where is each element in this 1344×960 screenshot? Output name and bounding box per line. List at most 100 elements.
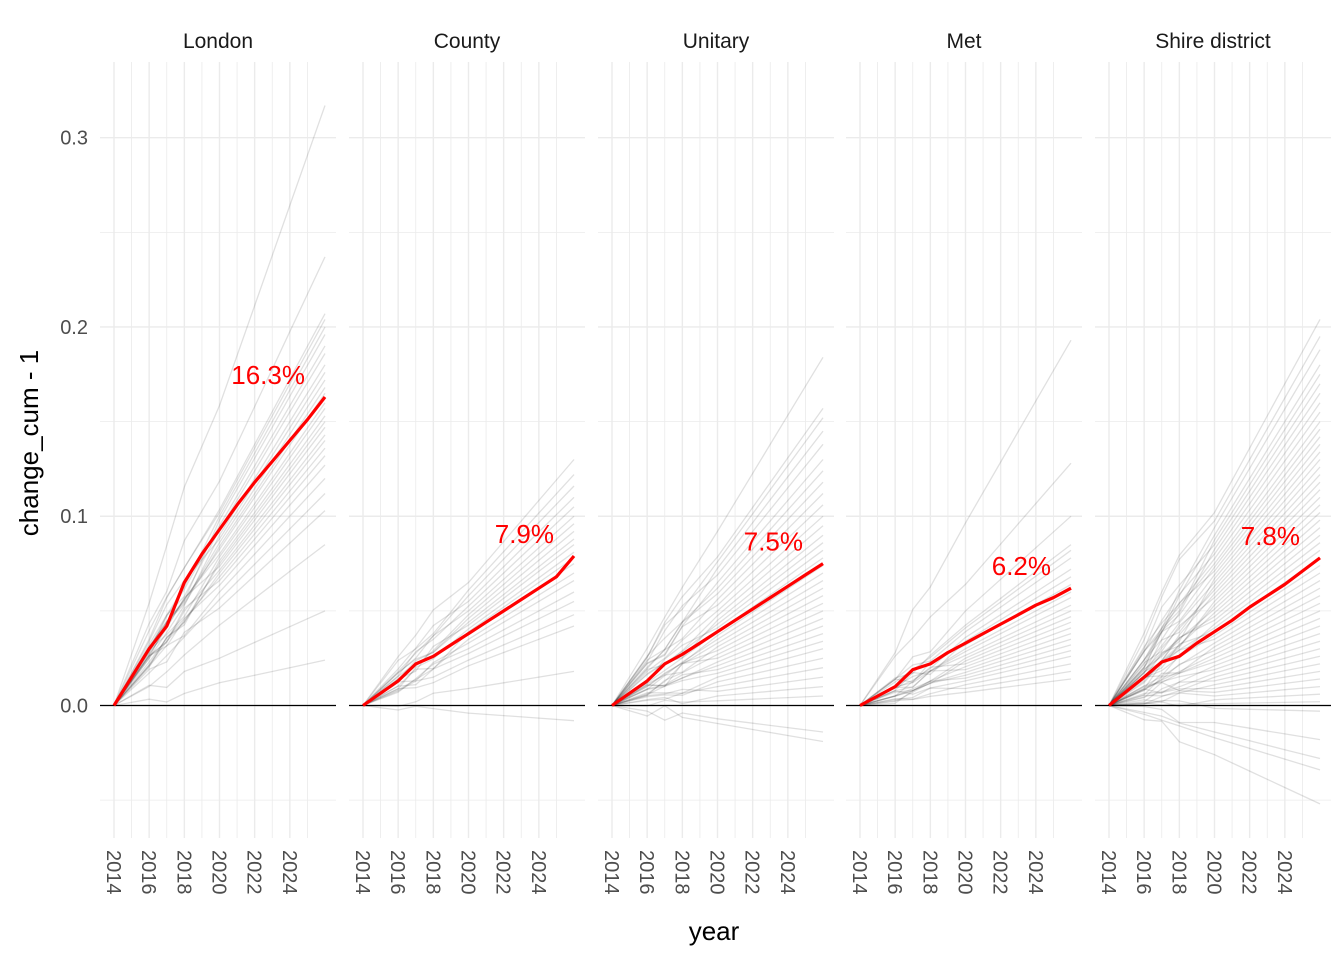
x-tick-label: 2022 <box>1238 850 1260 895</box>
background-series-line <box>1108 542 1321 707</box>
background-series-line <box>859 655 1072 707</box>
background-series-line <box>113 447 326 706</box>
background-series-line <box>859 638 1072 707</box>
background-series-line <box>362 485 575 706</box>
background-series-line <box>1108 466 1321 706</box>
background-series-line <box>1108 648 1321 707</box>
x-tick-label: 2014 <box>102 850 124 895</box>
background-series-line <box>1108 489 1321 706</box>
x-tick-label: 2016 <box>1132 850 1154 895</box>
background-series-line <box>113 434 326 706</box>
background-series-line <box>611 470 824 706</box>
background-series-line <box>113 426 326 706</box>
x-tick-label: 2018 <box>1167 850 1189 895</box>
background-series-line <box>611 667 824 707</box>
background-series-line <box>113 510 326 706</box>
background-series-line <box>611 640 824 707</box>
background-series-line <box>611 625 824 707</box>
background-series-line <box>611 587 824 707</box>
background-series-line <box>1108 364 1321 706</box>
background-series-line <box>113 493 326 706</box>
background-series-line <box>113 477 326 706</box>
background-series-line <box>611 617 824 707</box>
background-series-line <box>611 580 824 707</box>
background-series-line <box>362 572 575 707</box>
background-series-line <box>362 474 575 706</box>
background-series-line <box>859 591 1072 707</box>
y-tick-label: 0.2 <box>60 317 88 339</box>
background-series-line <box>113 440 326 706</box>
background-series-line <box>1108 383 1321 706</box>
x-tick-label: 2022 <box>989 850 1011 895</box>
x-tick-label: 2018 <box>172 850 194 895</box>
panel-title: Unitary <box>683 30 750 53</box>
panel-title: County <box>434 30 501 53</box>
final-value-label: 6.2% <box>992 551 1051 581</box>
background-series-line <box>611 504 824 706</box>
background-series-line <box>859 678 1072 707</box>
background-series-line <box>1108 496 1321 706</box>
x-tick-label: 2024 <box>278 850 300 895</box>
y-tick-label: 0.3 <box>60 128 88 150</box>
background-series-line <box>611 676 824 707</box>
mean-series-line <box>859 586 1072 707</box>
background-series-line <box>611 704 824 733</box>
x-tick-label: 2022 <box>741 850 763 895</box>
background-series-line <box>362 704 575 722</box>
background-series-line <box>362 515 575 706</box>
x-tick-label: 2016 <box>137 850 159 895</box>
background-series-line <box>362 580 575 707</box>
background-series-line <box>1108 587 1321 707</box>
panel-title: Shire district <box>1155 30 1271 53</box>
x-tick-label: 2018 <box>421 850 443 895</box>
background-series-line <box>1108 436 1321 706</box>
background-series-line <box>1108 701 1321 707</box>
x-tick-label: 2018 <box>670 850 692 895</box>
x-tick-label: 2014 <box>351 850 373 895</box>
background-series-line <box>611 408 824 706</box>
background-series-line <box>1108 602 1321 707</box>
background-series-line <box>859 663 1072 707</box>
mean-series-line <box>112 396 327 707</box>
background-series-line <box>611 704 824 743</box>
background-series-line <box>113 455 326 706</box>
x-tick-label: 2024 <box>1273 850 1295 895</box>
background-series-line <box>1108 402 1321 706</box>
background-series-line <box>113 408 326 706</box>
background-series-line <box>611 542 824 706</box>
background-series-line <box>611 493 824 706</box>
x-tick-label: 2020 <box>208 850 230 895</box>
x-tick-label: 2020 <box>706 850 728 895</box>
x-tick-label: 2014 <box>600 850 622 895</box>
background-series-line <box>859 632 1072 707</box>
background-series-line <box>362 600 575 707</box>
background-series-line <box>859 649 1072 707</box>
background-series-line <box>362 496 575 706</box>
background-series-line <box>859 557 1072 707</box>
background-series-line <box>611 430 824 706</box>
x-tick-label: 2024 <box>1024 850 1046 895</box>
background-series-line <box>113 372 326 706</box>
background-series-line <box>859 616 1072 707</box>
background-series-line <box>113 464 326 706</box>
final-value-label: 7.5% <box>744 527 803 557</box>
background-series-line <box>1108 549 1321 707</box>
x-tick-label: 2014 <box>848 850 870 895</box>
panel-title: London <box>183 30 253 53</box>
x-tick-label: 2020 <box>954 850 976 895</box>
x-tick-label: 2016 <box>883 850 905 895</box>
background-series-line <box>113 105 326 706</box>
background-series-line <box>1108 704 1321 741</box>
background-series-line <box>611 610 824 707</box>
background-series-line <box>1108 640 1321 707</box>
x-axis-title: year <box>689 916 740 946</box>
background-series-line <box>362 506 575 706</box>
background-series-line <box>611 572 824 707</box>
mean-series-line <box>1107 556 1321 707</box>
background-series-line <box>113 256 326 706</box>
background-series-line <box>859 544 1072 707</box>
background-series-line <box>362 459 575 706</box>
labels-layer: 0.0 0.1 0.2 0.3 16.3% London 2014 2016 2018 2020 2… <box>60 30 1300 895</box>
background-lines-layer <box>113 105 1321 805</box>
mean-series-line <box>611 562 824 707</box>
